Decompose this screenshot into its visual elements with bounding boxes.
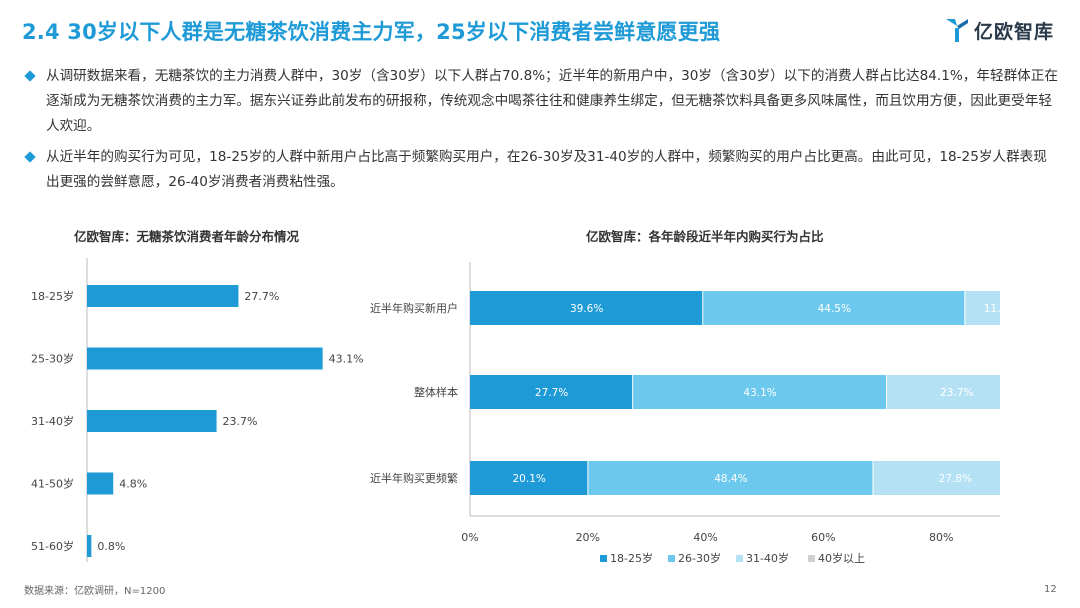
segment-value-label: 27.7% [535, 387, 568, 399]
stacked-segment [873, 461, 1000, 495]
legend-label: 40岁以上 [818, 551, 865, 565]
bullet-item: 从近半年的购买行为可见，18-25岁的人群中新用户占比高于频繁购买用户，在26-… [24, 145, 1060, 195]
bar [87, 347, 323, 370]
value-label: 43.1% [329, 353, 364, 366]
bullet-item: 从调研数据来看，无糖茶饮的主力消费人群中，30岁（含30岁）以下人群占70.8%… [24, 64, 1060, 139]
stacked-segment [470, 461, 588, 495]
segment-value-label: 23.7% [940, 387, 973, 399]
stacked-segment [703, 291, 965, 325]
bullet-text: 从调研数据来看，无糖茶饮的主力消费人群中，30岁（含30岁）以下人群占70.8%… [46, 68, 1058, 134]
stacked-segment [887, 375, 1000, 409]
stacked-segment [633, 375, 887, 409]
logo: 亿欧智库 [944, 16, 1054, 44]
x-tick-label: 40% [693, 531, 717, 544]
bullet-text: 从近半年的购买行为可见，18-25岁的人群中新用户占比高于频繁购买用户，在26-… [46, 149, 1047, 190]
x-tick-label: 80% [929, 531, 953, 544]
bar [87, 472, 114, 495]
segment-value-label: 48.4% [714, 473, 747, 485]
right-chart-title: 亿欧智库：各年龄段近半年内购买行为占比 [586, 229, 824, 244]
bar [87, 410, 217, 432]
legend-label: 26-30岁 [678, 551, 721, 565]
legend-swatch [736, 555, 743, 562]
category-label: 31-40岁 [31, 414, 74, 428]
category-label: 51-60岁 [31, 539, 74, 553]
logo-text: 亿欧智库 [974, 20, 1055, 43]
stacked-segment [470, 375, 633, 409]
bullet-list: 从调研数据来看，无糖茶饮的主力消费人群中，30岁（含30岁）以下人群占70.8%… [24, 64, 1060, 201]
diamond-bullet-icon [24, 70, 36, 82]
diamond-bullet-icon [24, 151, 36, 163]
bar [87, 285, 239, 307]
page-number: 12 [1044, 584, 1057, 595]
segment-value-label: 27.8% [939, 473, 972, 485]
segment-value-label: 20.1% [513, 473, 546, 485]
stacked-segment [588, 461, 873, 495]
value-label: 27.7% [244, 290, 279, 303]
value-label: 4.8% [119, 478, 147, 491]
stacked-segment [965, 291, 1000, 325]
logo-mark-icon [946, 19, 968, 42]
left-chart-title: 亿欧智库：无糖茶饮消费者年龄分布情况 [74, 229, 300, 244]
category-label: 41-50岁 [31, 477, 74, 491]
legend-label: 31-40岁 [746, 551, 789, 565]
legend-swatch [808, 555, 815, 562]
x-tick-label: 20% [576, 531, 600, 544]
segment-value-label: 43.1% [743, 387, 776, 399]
x-tick-label: 60% [811, 531, 835, 544]
data-source: 数据来源：亿欧调研，N=1200 [24, 586, 166, 597]
stacked-segment [470, 291, 703, 325]
category-label: 近半年购买新用户 [370, 301, 458, 315]
legend-swatch [600, 555, 607, 562]
value-label: 23.7% [223, 415, 258, 428]
page-title: 2.4 30岁以下人群是无糖茶饮消费主力军，25岁以下消费者尝鲜意愿更强 [22, 20, 721, 44]
x-tick-label: 0% [461, 531, 478, 544]
category-label: 整体样本 [414, 385, 458, 399]
value-label: 0.8% [97, 540, 125, 553]
purchase-behavior-chart: 0%20%40%60%80%100%近半年购买新用户39.6%44.5%11.9… [370, 262, 1000, 565]
category-label: 25-30岁 [31, 352, 74, 366]
bar [87, 535, 92, 557]
legend-label: 18-25岁 [610, 551, 653, 565]
category-label: 近半年购买更频繁 [370, 471, 458, 485]
category-label: 18-25岁 [31, 289, 74, 303]
segment-value-label: 39.6% [570, 303, 603, 315]
age-distribution-chart: 18-25岁 27.7% 25-30岁 43.1% 31-40岁 23.7% 41-50岁 4… [31, 258, 364, 562]
legend-swatch [668, 555, 675, 562]
segment-value-label: 11.9% [984, 303, 1000, 315]
segment-value-label: 44.5% [818, 303, 851, 315]
